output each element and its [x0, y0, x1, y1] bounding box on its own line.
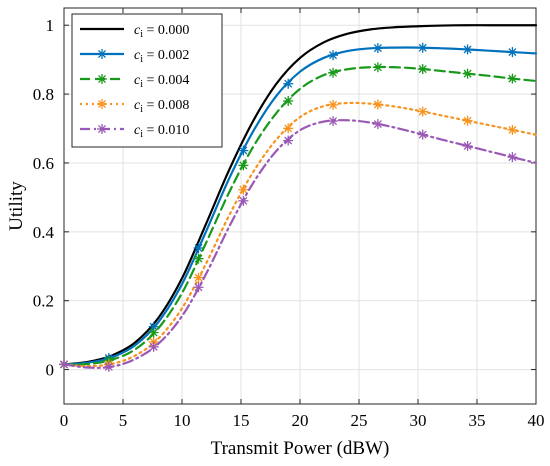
legend-label: ci = 0.008	[134, 98, 189, 115]
series-line	[62, 24, 538, 366]
legend-marker	[97, 99, 107, 109]
series-marker	[417, 64, 428, 75]
series-marker	[193, 272, 204, 283]
x-axis-title: Transmit Power (dBW)	[211, 438, 390, 459]
series-marker	[148, 327, 159, 338]
legend-label: ci = 0.000	[134, 23, 189, 40]
x-tick-label: 20	[292, 411, 309, 430]
legend-label: ci = 0.010	[134, 123, 189, 140]
x-tick-label: 40	[528, 411, 545, 430]
series-marker	[462, 68, 473, 79]
series-line	[62, 101, 538, 368]
series-marker	[238, 184, 249, 195]
legend: ci = 0.000 ci = 0.002 ci = 0.004 ci = 0.008…	[71, 13, 223, 148]
y-tick-label: 0.2	[33, 292, 54, 311]
legend-label: ci = 0.004	[134, 73, 189, 90]
series-1	[59, 42, 538, 370]
x-tick-label: 25	[351, 411, 368, 430]
series-marker	[462, 44, 473, 55]
y-tick-label: 0.6	[33, 154, 54, 173]
series-marker	[507, 73, 518, 84]
series-marker	[59, 359, 69, 370]
legend-label: ci = 0.002	[134, 48, 189, 65]
y-tick-label: 0	[46, 361, 55, 380]
series-marker	[103, 361, 114, 372]
legend-item: ci = 0.008	[80, 98, 189, 115]
series-marker	[328, 99, 339, 110]
series-marker	[283, 95, 294, 106]
series-group	[59, 24, 538, 372]
legend-item: ci = 0.010	[80, 123, 189, 140]
series-marker	[372, 62, 383, 73]
legend-marker	[97, 74, 107, 84]
y-tick-label: 1	[46, 16, 55, 35]
series-marker	[283, 135, 294, 146]
series-marker	[507, 124, 518, 135]
x-tick-label: 15	[233, 411, 250, 430]
series-marker	[417, 42, 428, 53]
series-marker	[462, 140, 473, 151]
x-tick-label: 0	[60, 411, 69, 430]
series-marker	[283, 123, 294, 134]
x-tick-label: 5	[119, 411, 128, 430]
series-marker	[328, 67, 339, 78]
series-marker	[193, 243, 204, 254]
series-4	[59, 116, 538, 372]
series-marker	[328, 116, 339, 127]
series-marker	[283, 78, 294, 89]
series-marker	[238, 195, 249, 206]
x-tick-label: 30	[410, 411, 427, 430]
series-line	[62, 46, 538, 366]
tick-labels: 0 5 10 15 20 25 30 35 40 0 0.2 0.4 0.6 0.8 1	[33, 16, 545, 430]
series-marker	[238, 145, 249, 156]
series-marker	[507, 47, 518, 58]
series-marker	[238, 160, 249, 171]
legend-item: ci = 0.002	[80, 48, 189, 65]
y-tick-label: 0.4	[33, 223, 55, 242]
y-axis-title: Utility	[6, 181, 27, 231]
axes	[63, 7, 537, 405]
x-tick-label: 35	[469, 411, 486, 430]
series-marker	[462, 115, 473, 126]
y-tick-label: 0.8	[33, 85, 54, 104]
series-0	[62, 24, 538, 366]
legend-marker	[97, 49, 107, 59]
series-marker	[372, 99, 383, 110]
series-marker	[193, 253, 204, 264]
legend-box	[71, 13, 223, 148]
series-marker	[372, 119, 383, 130]
legend-marker	[97, 124, 107, 134]
legend-item: ci = 0.000	[80, 23, 189, 40]
legend-item: ci = 0.004	[80, 73, 189, 90]
series-line	[62, 65, 538, 366]
series-marker	[193, 282, 204, 293]
series-marker	[417, 106, 428, 117]
x-tick-label: 10	[174, 411, 191, 430]
series-marker	[372, 43, 383, 54]
series-marker	[417, 129, 428, 140]
series-line	[62, 119, 538, 369]
series-marker	[507, 152, 518, 163]
series-marker	[328, 50, 339, 61]
series-marker	[148, 341, 159, 352]
